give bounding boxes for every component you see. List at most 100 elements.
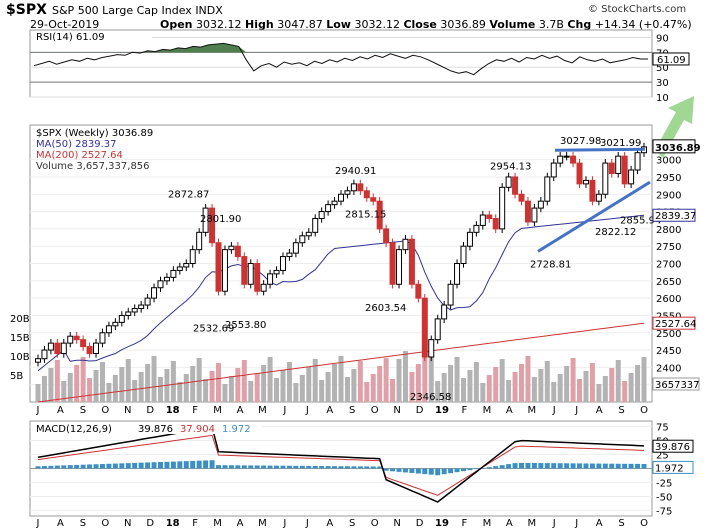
x-axis-label: J <box>574 518 578 529</box>
x-axis-label: M <box>483 518 492 529</box>
macd-hist-bar <box>570 463 576 469</box>
candle-body <box>279 256 286 271</box>
macd-hist-bar <box>383 468 389 471</box>
macd-hist-bar <box>506 464 512 469</box>
volume-bar <box>364 382 370 402</box>
index-title: S&P 500 Large Cap Index <box>52 4 192 17</box>
macd-hist-bar <box>151 462 157 469</box>
x-axis-label: A <box>326 518 333 529</box>
volume-bar <box>48 368 54 402</box>
macd-hist-bar <box>235 465 241 469</box>
ma200-line <box>37 322 645 403</box>
x-axis-label: A <box>596 405 603 416</box>
x-axis-label: A <box>57 405 64 416</box>
macd-hist-bar <box>177 461 183 469</box>
volume-bar <box>125 359 131 402</box>
volume-bar <box>499 359 505 402</box>
candle-body <box>350 183 357 192</box>
volume-bar <box>538 369 544 402</box>
volume-bar <box>254 373 260 402</box>
macd-hist-bar <box>377 466 383 469</box>
candle-body <box>299 235 306 244</box>
macd-hist-bar <box>280 465 286 469</box>
price-annotation: 2728.81 <box>530 260 571 271</box>
macd-hist-bar <box>299 465 305 469</box>
macd-tick-label: 25 <box>656 451 669 462</box>
volume-bar <box>377 366 383 402</box>
candle-body <box>196 231 203 251</box>
macd-hist-bar <box>551 463 557 469</box>
macd-hist-bar <box>196 460 202 469</box>
volume-bar <box>216 363 222 402</box>
macd-hist-bar <box>544 463 550 469</box>
candle-body <box>60 342 67 355</box>
x-axis-label: M <box>258 518 267 529</box>
macd-tick-label: 75 <box>656 423 669 434</box>
ohlc-readout: Open 3032.12 High 3047.87 Low 3032.12 Cl… <box>160 18 692 31</box>
macd-hist-bar <box>74 464 80 469</box>
price-tick-label: 2800 <box>656 225 681 236</box>
candle-body <box>550 162 557 178</box>
candle-body <box>215 242 222 292</box>
price-legend-item: Volume 3,657,337,856 <box>36 161 150 172</box>
x-axis-label: A <box>506 518 513 529</box>
candle-body <box>273 269 280 275</box>
candle-body <box>570 155 577 164</box>
volume-bar <box>74 365 80 402</box>
macd-hist-bar <box>80 464 86 469</box>
candle-body <box>544 176 551 202</box>
candle-body <box>518 193 525 202</box>
macd-legend-macd: 39.876 <box>138 424 173 435</box>
x-axis-label: N <box>124 518 131 529</box>
price-annotation: 2872.87 <box>168 190 209 201</box>
x-axis-label: A <box>237 518 244 529</box>
macd-hist-bar <box>622 463 628 469</box>
price-annotation: 2553.80 <box>225 320 266 331</box>
candle-body <box>241 256 248 285</box>
candle-body <box>563 155 570 158</box>
price-annotation: 2801.90 <box>200 214 241 225</box>
volume-bar <box>222 384 228 402</box>
candle-body <box>383 228 390 244</box>
symbol: $SPX <box>6 2 47 18</box>
x-axis-label: M <box>527 405 536 416</box>
volume-bar <box>409 372 415 402</box>
candle-body <box>447 283 454 306</box>
volume-bar <box>622 381 628 402</box>
candle-body <box>537 200 544 209</box>
volume-bar <box>596 384 602 402</box>
candle-body <box>454 263 461 285</box>
x-axis-label: S <box>80 405 86 416</box>
candle-body <box>634 152 641 171</box>
candle-body <box>176 266 183 271</box>
volume-axis-label: 10B <box>10 352 30 363</box>
volume-bar <box>577 379 583 402</box>
macd-hist-bar <box>164 461 170 469</box>
price-annotation: 3027.98 <box>560 136 601 147</box>
x-axis-label: A <box>596 518 603 529</box>
macd-hist-bar <box>531 463 537 469</box>
candle-body <box>131 308 138 313</box>
volume-bar <box>583 371 589 402</box>
macd-hist-bar <box>228 465 234 469</box>
volume-bar <box>190 366 196 402</box>
macd-hist-bar <box>344 466 350 469</box>
volume-bar <box>402 351 408 402</box>
x-axis-label: A <box>506 405 513 416</box>
x-axis-label: O <box>101 518 109 529</box>
volume-bar <box>112 375 118 402</box>
x-axis-label: N <box>393 518 400 529</box>
candle-body <box>183 263 190 268</box>
candle-body <box>396 249 403 285</box>
volume-bar <box>241 360 247 402</box>
x-axis-label: O <box>371 518 379 529</box>
macd-hist-bar <box>306 465 312 469</box>
volume-bar <box>67 373 73 402</box>
macd-hist-bar <box>499 465 505 469</box>
volume-bar <box>602 376 608 402</box>
candle-body <box>260 283 267 292</box>
ma200-badge-label: 2527.64 <box>655 319 696 330</box>
candle-body <box>305 231 312 237</box>
volume-bar <box>338 356 344 402</box>
candle-body <box>331 200 338 206</box>
